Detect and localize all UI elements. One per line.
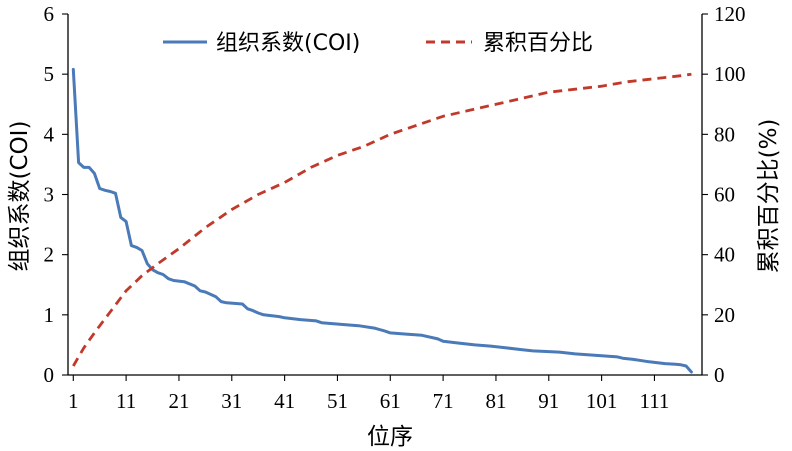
left-y-tick-label: 1: [44, 303, 55, 327]
x-tick-label: 111: [639, 389, 669, 413]
x-tick-label: 101: [586, 389, 618, 413]
x-tick-label: 41: [274, 389, 295, 413]
left-y-axis-title: 组织系数(COI): [7, 121, 33, 272]
left-y-tick-label: 5: [44, 62, 55, 86]
right-y-tick-label: 120: [714, 2, 746, 26]
left-y-tick-label: 3: [44, 183, 55, 207]
right-y-axis-title: 累积百分比(%): [756, 119, 782, 274]
x-tick-label: 11: [116, 389, 136, 413]
right-y-tick-label: 0: [714, 363, 725, 387]
x-axis-title: 位序: [367, 424, 413, 450]
axes: [67, 14, 703, 376]
legend-label-cumulative: 累积百分比: [483, 31, 593, 56]
legend-label-coi: 组织系数(COI): [216, 31, 360, 56]
x-tick-label: 1: [68, 389, 79, 413]
right-y-tick-label: 40: [714, 243, 735, 267]
right-y-tick-label: 60: [714, 183, 735, 207]
legend: 组织系数(COI) 累积百分比: [163, 31, 593, 56]
x-tick-label: 51: [327, 389, 348, 413]
left-y-tick-label: 0: [44, 363, 55, 387]
x-tick-label: 61: [380, 389, 401, 413]
x-tick-label: 71: [433, 389, 454, 413]
x-tick-label: 81: [485, 389, 506, 413]
x-tick-label: 21: [168, 389, 189, 413]
coi-series-line: [71, 67, 693, 374]
left-y-tick-label: 4: [44, 122, 55, 146]
right-y-tick-label: 100: [714, 62, 746, 86]
right-y-tick-label: 20: [714, 303, 735, 327]
right-y-tick-label: 80: [714, 122, 735, 146]
cumulative-series-line: [72, 72, 692, 367]
series: [71, 67, 693, 374]
x-tick-label: 91: [538, 389, 559, 413]
left-y-tick-label: 6: [44, 2, 55, 26]
x-tick-label: 31: [221, 389, 242, 413]
left-y-tick-label: 2: [44, 243, 55, 267]
